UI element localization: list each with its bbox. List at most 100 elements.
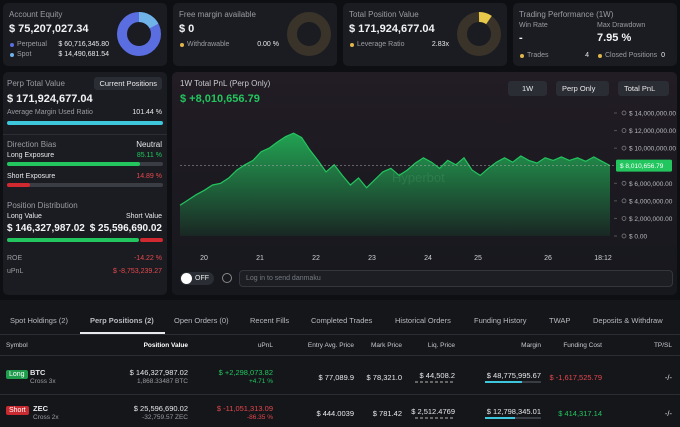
tp-sl[interactable]: -/-: [664, 409, 672, 418]
margin-bar: [485, 381, 522, 383]
label: Free margin available: [179, 10, 256, 19]
chart-title: 1W Total PnL (Perp Only): [180, 79, 271, 88]
label: Direction Bias: [7, 140, 57, 149]
y-tick-label: $ 12,000,000.00: [629, 128, 676, 135]
position-value: $ 146,327,987.02: [129, 368, 188, 377]
scope-select[interactable]: Perp Only: [556, 81, 610, 96]
tick-dot: [621, 128, 627, 133]
tick-dot: [621, 198, 627, 204]
position-value: $ 25,596,690.02: [133, 404, 188, 413]
value: $ 14,490,681.54: [58, 51, 109, 58]
value: 0.00 %: [257, 41, 279, 48]
value: $ 0: [179, 23, 195, 35]
label: Closed Positions: [605, 52, 658, 59]
tab[interactable]: TWAP: [549, 316, 571, 325]
tick-dot: [621, 216, 627, 221]
value: $ 146,327,987.02: [7, 223, 85, 234]
col-header: Funding Cost: [563, 342, 602, 349]
liq-indicator: [415, 381, 455, 383]
toggle[interactable]: OFF: [180, 272, 214, 285]
label: Trades: [527, 52, 549, 59]
value: 0: [661, 52, 665, 59]
current-label: $ 8,010,656.79: [620, 163, 664, 170]
value: 7.95 %: [597, 32, 632, 44]
divider: [3, 134, 167, 135]
tick-dot: [621, 180, 627, 186]
symbol: ZEC: [33, 404, 48, 413]
performance-card: Trading Performance (1W) Win Rate - Max …: [513, 3, 677, 66]
x-tick-label: 23: [368, 255, 376, 262]
donut: [117, 12, 161, 56]
dot: [598, 54, 602, 58]
upnl: $ -11,051,313.09: [216, 404, 273, 413]
side-tag: Short: [6, 406, 29, 415]
label: Short Exposure: [7, 173, 56, 180]
x-tick-label: 26: [544, 255, 552, 262]
pnl-area: [180, 133, 610, 236]
range-select[interactable]: 1W: [508, 81, 548, 96]
pnl-line: [179, 132, 611, 206]
tab[interactable]: Open Orders (0): [174, 316, 229, 325]
dot: [180, 43, 184, 47]
current-positions-button[interactable]: Current Positions: [94, 77, 162, 90]
side-tag: Long: [6, 370, 28, 379]
tab[interactable]: Funding History: [474, 316, 527, 325]
label: uPnL: [7, 268, 24, 275]
col-header: uPnL: [257, 342, 273, 349]
col-header: Margin: [521, 342, 541, 349]
x-tick-label: 18:12: [594, 255, 612, 262]
danmaku-input[interactable]: Log in to send danmaku: [239, 270, 673, 287]
value: $ 75,207,027.34: [9, 23, 89, 35]
label: Long Exposure: [7, 152, 55, 159]
x-tick-label: 22: [312, 255, 320, 262]
pnl-chart: Hyperbot $ 0.00$ 2,000,000.00$ 4,000,000…: [179, 111, 676, 262]
dot: [350, 43, 354, 47]
donut: [457, 12, 501, 56]
upnl-pct: +4.71 %: [248, 378, 273, 385]
label: Average Margin Used Ratio: [7, 109, 93, 116]
position-card: Total Position Value $ 171,924,677.04 Le…: [343, 3, 507, 66]
value: 101.44 %: [132, 109, 162, 116]
label: Withdrawable: [187, 41, 230, 48]
col-header: Position Value: [143, 342, 188, 349]
perp-panel: Perp Total Value Current Positions $ 171…: [3, 72, 167, 295]
tab[interactable]: Spot Holdings (2): [10, 316, 68, 325]
settings-icon[interactable]: [222, 273, 232, 283]
divider: [0, 394, 680, 395]
value: $ 171,924,677.04: [349, 23, 435, 35]
metric-select[interactable]: Total PnL: [618, 81, 670, 96]
upnl-pct: -86.35 %: [246, 414, 273, 421]
tab[interactable]: Perp Positions (2): [90, 316, 154, 325]
value: $ 25,596,690.02: [89, 223, 162, 234]
tab[interactable]: Recent Fills: [250, 316, 290, 325]
value: 14.89 %: [136, 173, 162, 180]
tick-dot: [621, 145, 627, 151]
tab[interactable]: Historical Orders: [395, 316, 451, 325]
size: -32,759.57 ZEC: [142, 414, 188, 421]
col-header: Entry Avg. Price: [307, 342, 354, 349]
label: Long Value: [7, 213, 42, 220]
tab[interactable]: Deposits & Withdraw: [593, 316, 663, 325]
equity-card: Account Equity $ 75,207,027.34 Perpetual…: [3, 3, 167, 66]
value: 4: [585, 52, 589, 59]
short-bar: [140, 238, 163, 242]
value: $ -8,753,239.27: [112, 268, 162, 275]
label: Total Position Value: [349, 10, 419, 19]
liq-price: $ 2,512.4769: [411, 407, 455, 416]
tick-dot: [621, 233, 627, 239]
tab[interactable]: Completed Trades: [311, 316, 373, 325]
funding-cost: $ 414,317.14: [558, 409, 602, 418]
x-tick-label: 21: [256, 255, 264, 262]
tp-sl[interactable]: -/-: [664, 373, 672, 382]
y-tick-label: $ 2,000,000.00: [629, 216, 673, 223]
dot: [10, 43, 14, 47]
mode: Cross 3x: [30, 378, 56, 385]
mark-price: $ 781.42: [372, 409, 402, 418]
x-tick-label: 20: [200, 255, 208, 262]
chart-panel: 1W Total PnL (Perp Only) $ +8,010,656.79…: [172, 72, 677, 295]
y-tick-label: $ 10,000,000.00: [629, 146, 676, 153]
entry-price: $ 77,089.9: [318, 373, 354, 382]
donut: [287, 12, 331, 56]
y-tick-label: $ 4,000,000.00: [629, 198, 673, 205]
value: 85.11 %: [136, 152, 162, 159]
